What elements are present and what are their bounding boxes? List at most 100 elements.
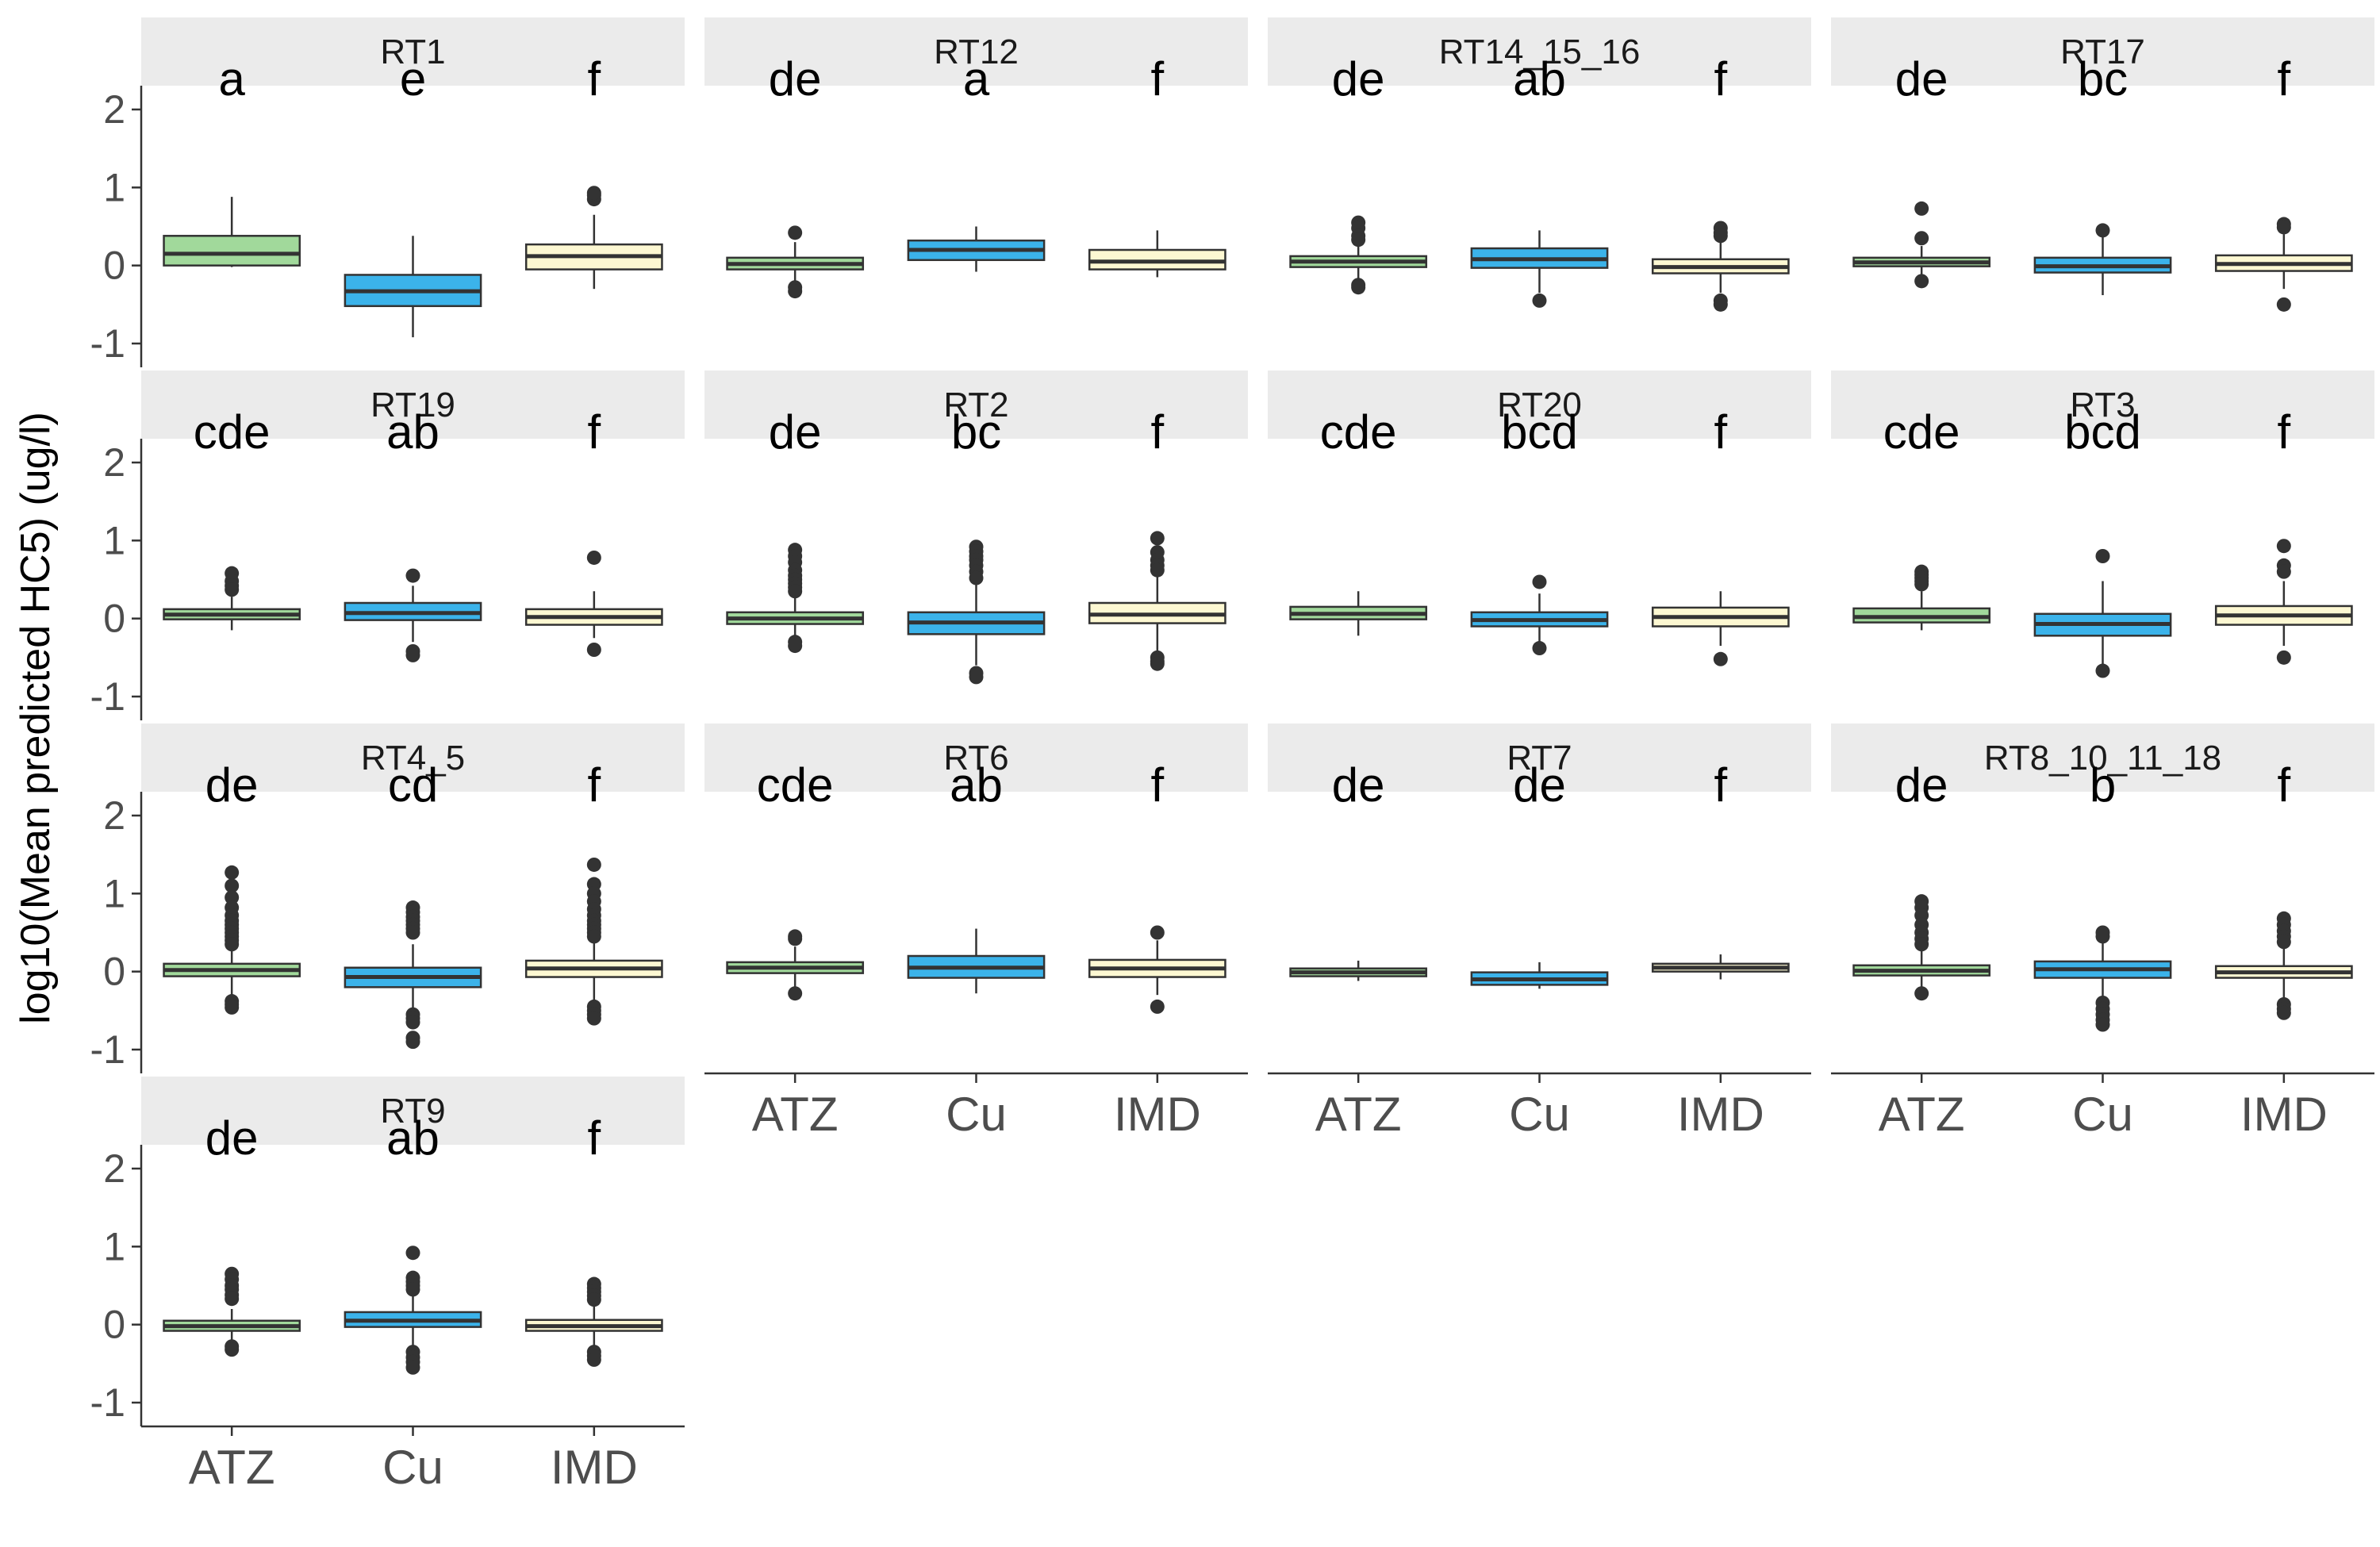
x-tick-label: IMD [2240,1088,2328,1141]
y-tick-label: -1 [90,1027,125,1072]
panel-title: RT12 [934,33,1019,71]
y-tick-label: 1 [103,1224,125,1269]
x-tick-label: IMD [1677,1088,1764,1141]
outlier-point [586,1292,601,1307]
outlier-point [1713,651,1728,666]
y-tick-label: 1 [103,165,125,209]
panel-title: RT20 [1497,386,1582,424]
group-letter: bcd [2064,405,2141,459]
panel-title: RT7 [1507,739,1572,777]
group-letter: de [205,1111,259,1165]
outlier-point [405,1015,420,1030]
group-letter: de [1332,52,1385,106]
outlier-point [1914,986,1929,1001]
x-tick-label: Cu [382,1441,443,1494]
outlier-point [225,1342,240,1357]
outlier-point [2276,297,2291,312]
group-letter: f [2277,405,2290,459]
outlier-point [586,857,601,872]
box-ATZ [163,235,301,267]
group-letter: de [769,405,822,459]
outlier-point [225,1292,240,1307]
y-tick-label: 2 [103,440,125,485]
panel-title: RT8_10_11_18 [1984,739,2221,777]
panel-strip [1831,370,2374,439]
group-letter: ab [386,1111,440,1165]
outlier-point [225,878,240,893]
panel-title: RT14_15_16 [1439,33,1641,71]
panel-RT1: RT1 -1 0 1 2 a e f [90,17,685,367]
outlier-point [405,1035,420,1050]
group-letter: f [587,758,601,812]
outlier-point [2095,929,2110,944]
panel-strip [1831,724,2374,792]
panel-strip [1268,370,1811,439]
group-letter: f [2277,52,2290,106]
outlier-point [788,584,803,599]
outlier-point [225,582,240,597]
outlier-point [2095,1017,2110,1032]
outlier-point [1914,231,1929,246]
panel-RT7: RT7 ATZ Cu IMD de de f [1268,724,1811,1141]
group-letter: f [1714,52,1727,106]
panel-RT6: RT6 ATZ Cu IMD cde ab f [704,724,1248,1141]
outlier-point [1532,293,1547,308]
outlier-point [225,890,240,905]
outlier-point [1914,274,1929,289]
panel-title: RT2 [943,386,1008,424]
outlier-point [2276,650,2291,665]
outlier-point [788,225,803,240]
panel-strip [1831,17,2374,86]
outlier-point [788,986,803,1001]
panel-RT17: RT17 de bc f [1831,17,2374,312]
group-letter: ab [950,758,1003,812]
outlier-point [2276,1005,2291,1020]
outlier-point [1713,297,1728,312]
y-tick-label: -1 [90,674,125,719]
outlier-point [969,570,984,585]
group-letter: cde [757,758,834,812]
x-tick-label: Cu [946,1088,1007,1141]
x-tick-label: ATZ [752,1088,839,1141]
panel-RT19: RT19 -1 0 1 2 cde ab f [90,370,685,720]
group-letter: cde [1883,405,1960,459]
outlier-point [1150,562,1165,578]
outlier-point [1351,232,1366,248]
group-letter: f [587,405,601,459]
outlier-point [586,1352,601,1367]
panel-title: RT3 [2070,386,2135,424]
group-letter: f [1150,405,1164,459]
outlier-point [1150,999,1165,1014]
panel-RT12: RT12 de a f [704,17,1248,299]
group-letter: f [587,1111,601,1165]
group-letter: e [400,52,426,106]
panel-strip [704,17,1248,86]
panel-RT3: RT3 cde bcd f [1831,370,2374,678]
panel-strip [1268,17,1811,86]
outlier-point [586,1011,601,1026]
group-letter: a [963,52,990,106]
x-tick-label: IMD [551,1441,638,1494]
group-letter: de [769,52,822,106]
group-letter: ab [1513,52,1566,106]
panel-RT4_5: RT4_5 -1 0 1 2 de cd f [90,724,685,1073]
panel-RT8_10_11_18: RT8_10_11_18 ATZ Cu IMD de b f [1831,724,2374,1141]
group-letter: b [2090,758,2116,812]
group-letter: bc [2078,52,2128,106]
outlier-point [788,639,803,654]
outlier-point [1914,937,1929,952]
outlier-point [788,284,803,299]
y-tick-label: 0 [103,597,125,641]
outlier-point [405,1360,420,1375]
y-axis-label: log10(Mean predicted HC5) (ug/l) [13,412,59,1024]
panel-title: RT17 [2060,33,2145,71]
outlier-point [2095,223,2110,238]
group-letter: cd [388,758,438,812]
group-letter: ab [386,405,440,459]
y-tick-label: 0 [103,950,125,994]
outlier-point [225,1000,240,1015]
y-tick-label: 2 [103,793,125,838]
outlier-point [225,865,240,880]
outlier-point [405,1246,420,1261]
